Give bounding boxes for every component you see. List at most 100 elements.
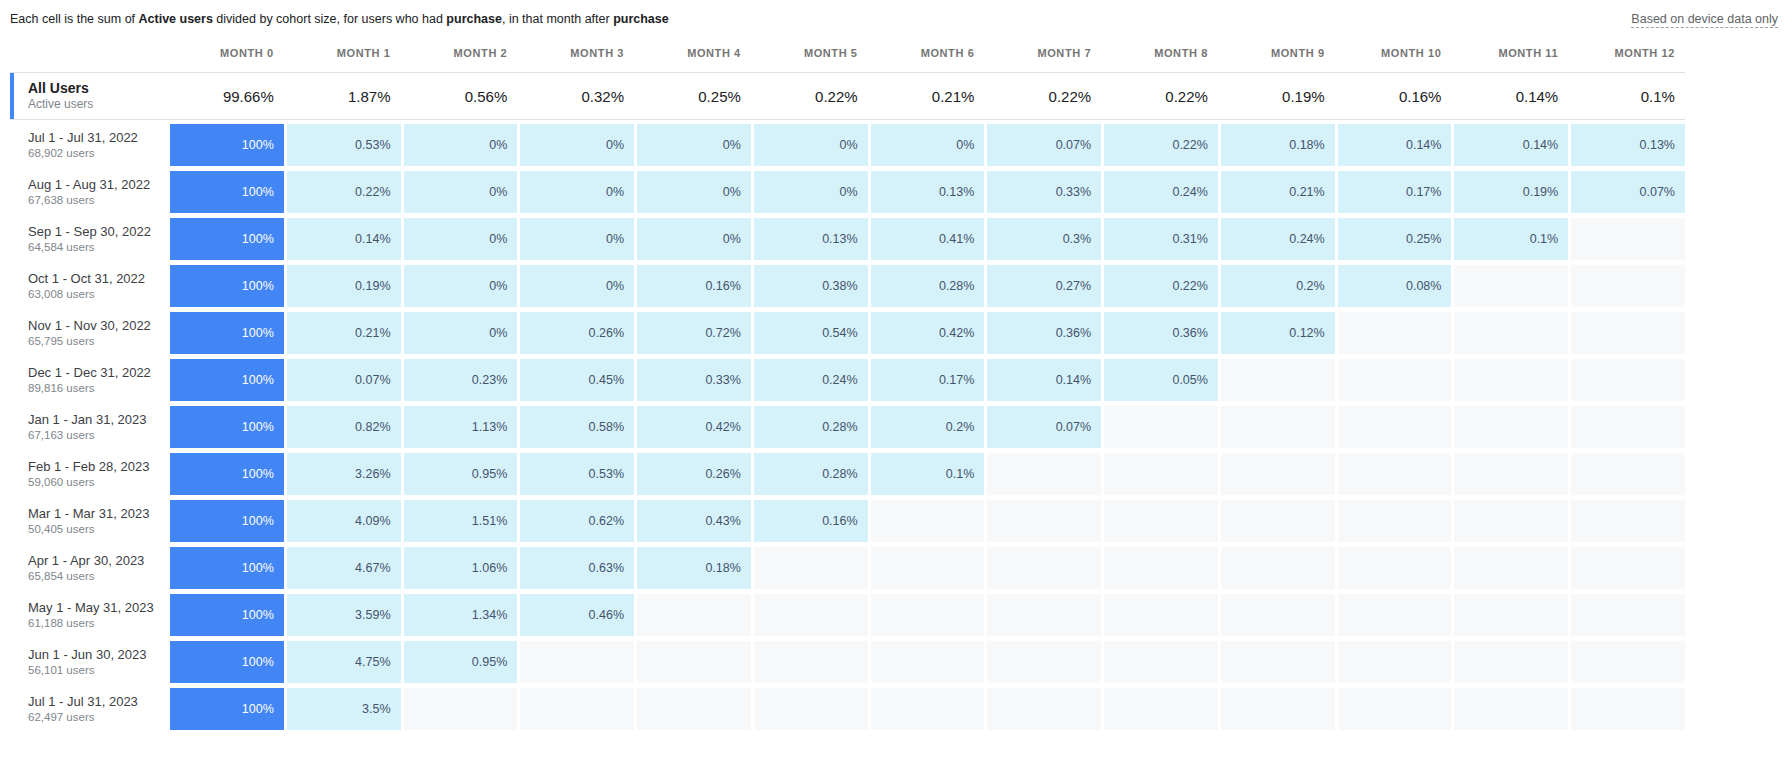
cohort-cell[interactable]: 0.62% <box>520 500 634 542</box>
cohort-cell[interactable]: 0.12% <box>1221 312 1335 354</box>
cohort-cell[interactable]: 0.2% <box>1221 265 1335 307</box>
cohort-cell[interactable]: 0.21% <box>287 312 401 354</box>
cohort-cell[interactable]: 0.36% <box>1104 312 1218 354</box>
cohort-cell[interactable]: 0.17% <box>871 359 985 401</box>
cohort-cell[interactable]: 0.14% <box>987 359 1101 401</box>
cohort-cell[interactable]: 1.06% <box>404 547 518 589</box>
cohort-cell[interactable]: 1.34% <box>404 594 518 636</box>
cohort-cell[interactable]: 100% <box>170 453 284 495</box>
cohort-cell[interactable]: 0.13% <box>871 171 985 213</box>
cohort-cell[interactable]: 0% <box>520 171 634 213</box>
cohort-cell[interactable]: 0.07% <box>987 124 1101 166</box>
cohort-cell[interactable]: 1.13% <box>404 406 518 448</box>
cohort-cell[interactable]: 0.24% <box>1104 171 1218 213</box>
cohort-cell[interactable]: 0.14% <box>1454 124 1568 166</box>
cohort-cell[interactable]: 0.14% <box>1338 124 1452 166</box>
cohort-cell[interactable]: 100% <box>170 406 284 448</box>
cohort-cell[interactable]: 0.26% <box>520 312 634 354</box>
cohort-cell[interactable]: 0.24% <box>754 359 868 401</box>
cohort-cell[interactable]: 0% <box>404 312 518 354</box>
cohort-cell[interactable]: 0.33% <box>637 359 751 401</box>
cohort-cell[interactable]: 0.07% <box>987 406 1101 448</box>
cohort-cell[interactable]: 0.72% <box>637 312 751 354</box>
cohort-cell[interactable]: 0.13% <box>754 218 868 260</box>
cohort-cell[interactable]: 0.46% <box>520 594 634 636</box>
cohort-cell[interactable]: 0.19% <box>1454 171 1568 213</box>
cohort-cell[interactable]: 0.42% <box>871 312 985 354</box>
cohort-cell[interactable]: 3.26% <box>287 453 401 495</box>
cohort-cell[interactable]: 100% <box>170 218 284 260</box>
cohort-cell[interactable]: 0.53% <box>287 124 401 166</box>
cohort-cell[interactable]: 4.67% <box>287 547 401 589</box>
cohort-cell[interactable]: 0% <box>404 124 518 166</box>
cohort-cell[interactable]: 100% <box>170 641 284 683</box>
cohort-cell[interactable]: 100% <box>170 547 284 589</box>
cohort-cell[interactable]: 100% <box>170 594 284 636</box>
cohort-cell[interactable]: 3.5% <box>287 688 401 730</box>
cohort-cell[interactable]: 0.28% <box>754 406 868 448</box>
cohort-cell[interactable]: 0.17% <box>1338 171 1452 213</box>
cohort-cell[interactable]: 100% <box>170 500 284 542</box>
cohort-cell[interactable]: 0.05% <box>1104 359 1218 401</box>
cohort-cell[interactable]: 0.54% <box>754 312 868 354</box>
cohort-cell[interactable]: 0.07% <box>1571 171 1685 213</box>
cohort-cell[interactable]: 0.23% <box>404 359 518 401</box>
cohort-cell[interactable]: 0.3% <box>987 218 1101 260</box>
cohort-cell[interactable]: 0.45% <box>520 359 634 401</box>
cohort-cell[interactable]: 4.75% <box>287 641 401 683</box>
cohort-cell[interactable]: 0.1% <box>1454 218 1568 260</box>
cohort-cell[interactable]: 0% <box>637 124 751 166</box>
cohort-cell[interactable]: 0.28% <box>754 453 868 495</box>
cohort-cell[interactable]: 0% <box>871 124 985 166</box>
cohort-cell[interactable]: 0.16% <box>637 265 751 307</box>
cohort-cell[interactable]: 0.22% <box>1104 124 1218 166</box>
cohort-cell[interactable]: 0.16% <box>754 500 868 542</box>
cohort-cell[interactable]: 100% <box>170 688 284 730</box>
cohort-cell[interactable]: 0.95% <box>404 641 518 683</box>
cohort-cell[interactable]: 100% <box>170 124 284 166</box>
cohort-cell[interactable]: 0.63% <box>520 547 634 589</box>
cohort-cell[interactable]: 0.58% <box>520 406 634 448</box>
cohort-cell[interactable]: 100% <box>170 312 284 354</box>
cohort-cell[interactable]: 0% <box>404 171 518 213</box>
cohort-cell[interactable]: 100% <box>170 265 284 307</box>
cohort-cell[interactable]: 1.51% <box>404 500 518 542</box>
cohort-cell[interactable]: 0.18% <box>1221 124 1335 166</box>
cohort-cell[interactable]: 0% <box>520 218 634 260</box>
cohort-cell[interactable]: 3.59% <box>287 594 401 636</box>
device-data-note[interactable]: Based on device data only <box>1631 12 1778 28</box>
cohort-cell[interactable]: 0.26% <box>637 453 751 495</box>
cohort-cell[interactable]: 0.07% <box>287 359 401 401</box>
cohort-cell[interactable]: 0.42% <box>637 406 751 448</box>
cohort-cell[interactable]: 0.27% <box>987 265 1101 307</box>
cohort-cell[interactable]: 0.53% <box>520 453 634 495</box>
cohort-cell[interactable]: 0.41% <box>871 218 985 260</box>
cohort-cell[interactable]: 0.24% <box>1221 218 1335 260</box>
cohort-cell[interactable]: 0% <box>520 124 634 166</box>
cohort-cell[interactable]: 0.31% <box>1104 218 1218 260</box>
cohort-cell[interactable]: 0.28% <box>871 265 985 307</box>
cohort-cell[interactable]: 0% <box>404 265 518 307</box>
cohort-cell[interactable]: 0% <box>520 265 634 307</box>
cohort-cell[interactable]: 0.82% <box>287 406 401 448</box>
cohort-cell[interactable]: 4.09% <box>287 500 401 542</box>
cohort-cell[interactable]: 0.08% <box>1338 265 1452 307</box>
cohort-cell[interactable]: 0.43% <box>637 500 751 542</box>
cohort-cell[interactable]: 0.22% <box>287 171 401 213</box>
cohort-cell[interactable]: 0% <box>404 218 518 260</box>
cohort-cell[interactable]: 0.33% <box>987 171 1101 213</box>
cohort-cell[interactable]: 0.22% <box>1104 265 1218 307</box>
cohort-cell[interactable]: 0.95% <box>404 453 518 495</box>
cohort-cell[interactable]: 0% <box>754 171 868 213</box>
cohort-cell[interactable]: 0.13% <box>1571 124 1685 166</box>
cohort-cell[interactable]: 0.1% <box>871 453 985 495</box>
cohort-cell[interactable]: 0.19% <box>287 265 401 307</box>
cohort-cell[interactable]: 0% <box>754 124 868 166</box>
cohort-cell[interactable]: 0.25% <box>1338 218 1452 260</box>
cohort-cell[interactable]: 100% <box>170 359 284 401</box>
cohort-cell[interactable]: 0.2% <box>871 406 985 448</box>
cohort-cell[interactable]: 0.21% <box>1221 171 1335 213</box>
cohort-cell[interactable]: 0% <box>637 218 751 260</box>
cohort-cell[interactable]: 0.36% <box>987 312 1101 354</box>
cohort-cell[interactable]: 0.14% <box>287 218 401 260</box>
